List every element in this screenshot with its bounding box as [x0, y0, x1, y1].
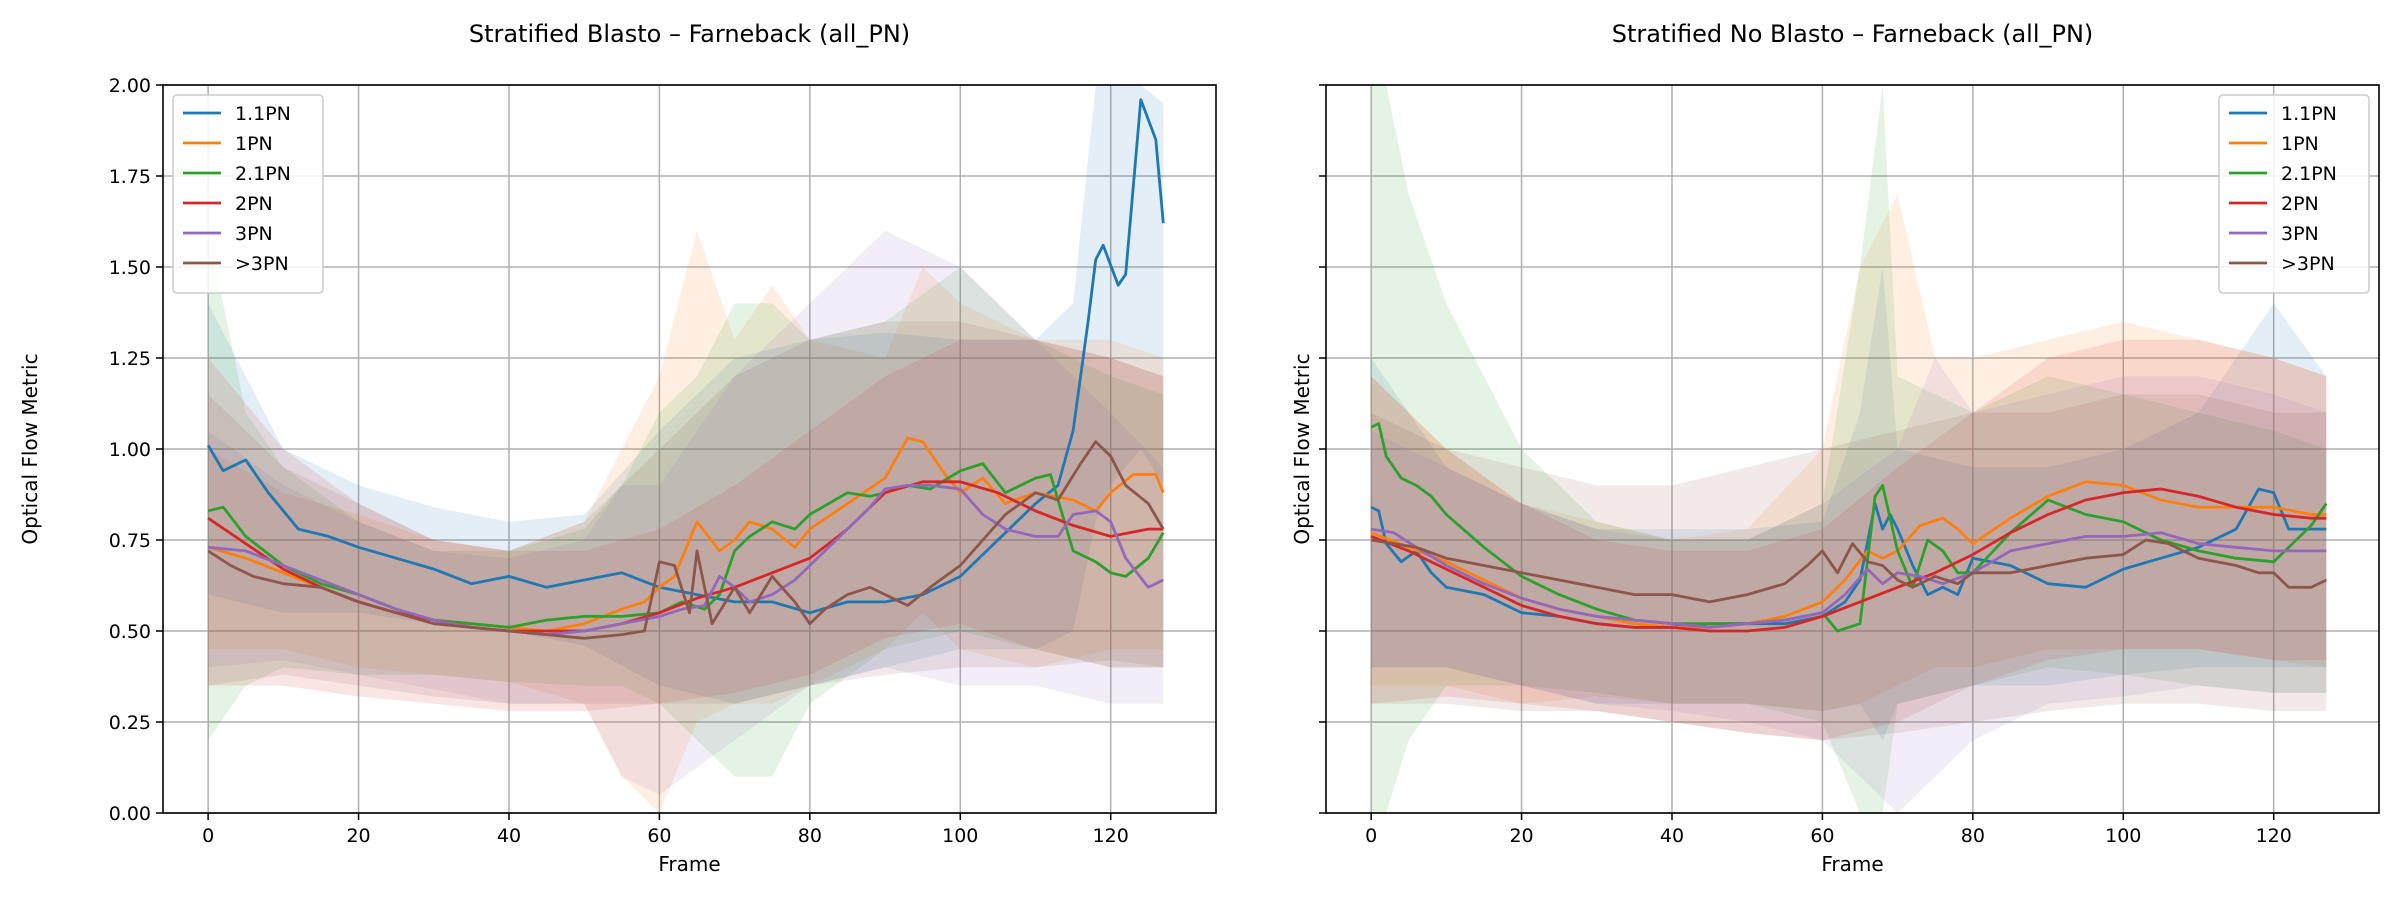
y-tick-label: 0.50 [109, 621, 151, 643]
y-tick-label: 0.25 [109, 712, 151, 734]
band-1pn [208, 230, 1164, 813]
chart-panel-2: 0 20 40 60 80 100 120 Frame Optical Flow Metric S… [1290, 20, 2380, 876]
series-line-2pn [1370, 487, 2327, 633]
x-tick-label: 20 [1509, 825, 1533, 847]
x-tick-label: 60 [1810, 825, 1834, 847]
x-axis: 0 20 40 60 80 100 120 [202, 813, 1129, 847]
band-1pn [1371, 194, 2327, 712]
legend-label-1pn: 1PN [2281, 133, 2319, 155]
band-1-1pn [208, 85, 1164, 704]
x-tick-label: 100 [942, 825, 978, 847]
legend-label-2-1pn: 2.1PN [235, 163, 291, 185]
x-tick-label: 120 [2256, 825, 2292, 847]
plot-area [1370, 85, 2328, 813]
x-tick-label: 100 [2105, 825, 2141, 847]
series-line-gt3pn [207, 440, 1165, 640]
series-line-1-1pn [1370, 487, 2327, 629]
legend-label-3pn: 3PN [235, 223, 273, 245]
legend-box [2218, 94, 2370, 294]
series-line-gt3pn [1370, 538, 2327, 604]
legend: 1.1PN 1PN 2.1PN 2PN 3PN >3PN [172, 94, 324, 294]
band-2-1pn [1371, 85, 2327, 813]
series-line-3pn [1370, 527, 2327, 629]
series-line-3pn [207, 484, 1164, 636]
x-axis-label: Frame [1821, 852, 1883, 876]
y-tick-label: 0.00 [109, 803, 151, 825]
band-3pn [208, 230, 1164, 795]
legend-label-2pn: 2PN [235, 193, 273, 215]
x-tick-label: 80 [798, 825, 822, 847]
x-tick-label: 40 [1660, 825, 1684, 847]
band-gt3pn [208, 321, 1164, 704]
x-tick-label: 60 [647, 825, 671, 847]
band-1-1pn [1371, 267, 2327, 741]
x-tick-label: 0 [202, 825, 214, 847]
band-2pn [1371, 339, 2327, 741]
legend-label-gt3pn: >3PN [235, 253, 289, 275]
x-tick-label: 40 [497, 825, 521, 847]
y-tick-label: 1.25 [109, 348, 151, 370]
chart-panel-1: 0 20 40 60 80 100 120 0.00 0.25 0.50 0.75 1.00 1.25 1… [18, 20, 1217, 876]
legend-label-2-1pn: 2.1PN [2281, 163, 2337, 185]
legend-label-gt3pn: >3PN [2281, 253, 2335, 275]
y-axis-label: Optical Flow Metric [18, 353, 42, 544]
legend: 1.1PN 1PN 2.1PN 2PN 3PN >3PN [2218, 94, 2370, 294]
legend-label-1pn: 1PN [235, 133, 273, 155]
y-tick-label: 2.00 [109, 75, 151, 97]
y-axis-label: Optical Flow Metric [1290, 353, 1314, 544]
plot-area [206, 85, 1165, 813]
y-tick-label: 0.75 [109, 530, 151, 552]
y-tick-label: 1.50 [109, 257, 151, 279]
legend-label-1-1pn: 1.1PN [2281, 103, 2337, 125]
y-axis [1319, 84, 1326, 814]
legend-label-1-1pn: 1.1PN [235, 103, 291, 125]
band-2pn [208, 339, 1164, 712]
series-line-1-1pn [206, 98, 1165, 615]
x-tick-label: 80 [1961, 825, 1985, 847]
chart-title: Stratified No Blasto – Farneback (all_PN… [1612, 20, 2094, 48]
band-3pn [1371, 358, 2327, 813]
series-line-2-1pn [1370, 422, 2328, 633]
x-tick-label: 0 [1365, 825, 1377, 847]
x-axis-label: Frame [658, 852, 720, 876]
x-tick-label: 120 [1093, 825, 1129, 847]
y-tick-label: 1.00 [109, 439, 151, 461]
legend-label-3pn: 3PN [2281, 223, 2319, 245]
band-2-1pn [208, 230, 1164, 777]
x-axis: 0 20 40 60 80 100 120 [1365, 813, 2292, 847]
legend-label-2pn: 2PN [2281, 193, 2319, 215]
y-tick-label: 1.75 [109, 166, 151, 188]
chart-title: Stratified Blasto – Farneback (all_PN) [469, 20, 910, 48]
y-axis: 0.00 0.25 0.50 0.75 1.00 1.25 1.50 1.75 2.00 [109, 75, 163, 825]
x-tick-label: 20 [346, 825, 370, 847]
legend-box [172, 94, 324, 294]
